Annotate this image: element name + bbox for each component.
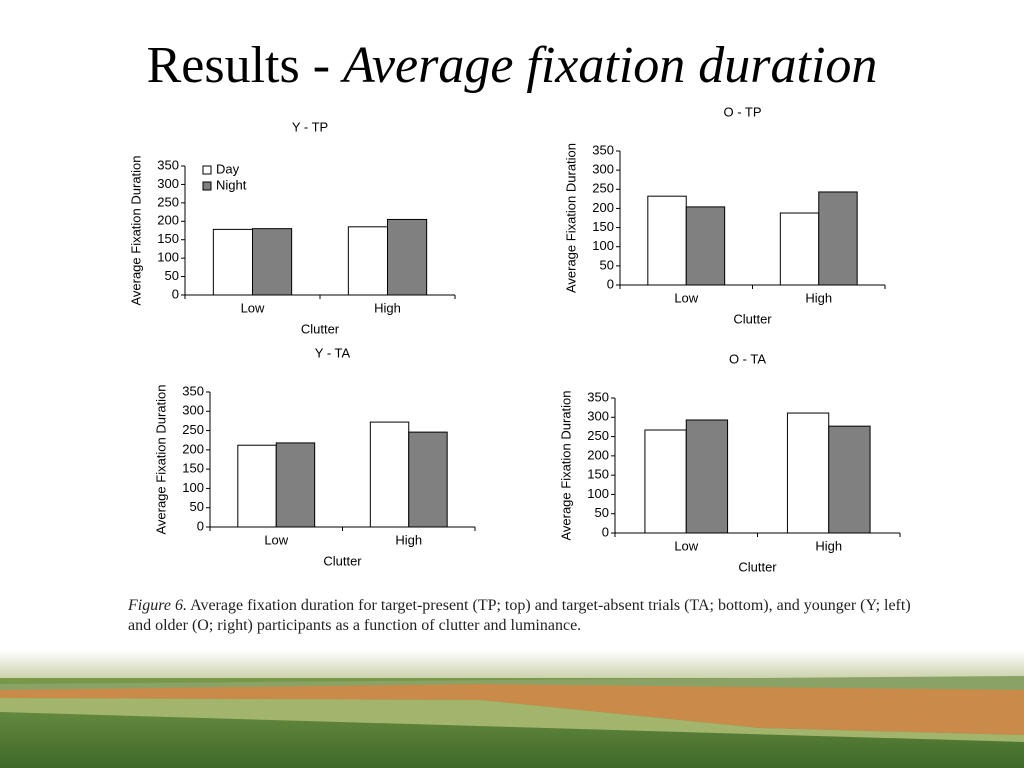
x-tick-label: Low — [674, 290, 698, 305]
x-tick-label: High — [805, 290, 832, 305]
chart-title: O - TA — [729, 351, 766, 366]
title-prefix: Results - — [146, 37, 331, 94]
x-axis-label: Clutter — [323, 553, 362, 568]
legend-label: Day — [216, 161, 240, 176]
bar — [347, 226, 389, 296]
y-axis-label: Average Fixation Duration — [128, 155, 143, 305]
y-tick-label: 150 — [587, 467, 609, 482]
y-tick-label: 200 — [592, 200, 614, 215]
y-axis-label: Average Fixation Duration — [558, 390, 573, 540]
x-tick-label: High — [395, 532, 422, 547]
bar — [275, 442, 316, 528]
y-tick-label: 150 — [157, 231, 179, 246]
y-tick-label: 150 — [182, 461, 204, 476]
y-tick-label: 350 — [182, 383, 204, 398]
y-tick-label: 50 — [165, 268, 179, 283]
y-tick-label: 250 — [587, 428, 609, 443]
y-tick-label: 300 — [587, 409, 609, 424]
y-tick-label: 50 — [595, 505, 609, 520]
y-tick-label: 200 — [587, 447, 609, 462]
x-axis-label: Clutter — [733, 311, 772, 326]
legend-label: Night — [216, 177, 247, 192]
y-tick-label: 300 — [182, 403, 204, 418]
y-axis-label: Average Fixation Duration — [153, 384, 168, 534]
caption-text: Average fixation duration for target-pre… — [128, 597, 911, 634]
y-tick-label: 250 — [157, 194, 179, 209]
x-tick-label: High — [815, 538, 842, 553]
x-axis-label: Clutter — [738, 559, 777, 574]
y-axis-label: Average Fixation Duration — [563, 143, 578, 293]
bar — [779, 212, 820, 286]
slide-title: Results - Average fixation duration — [0, 36, 1024, 95]
x-tick-label: High — [374, 300, 401, 315]
x-tick-label: Low — [264, 532, 288, 547]
y-tick-label: 0 — [602, 524, 609, 539]
bar — [387, 218, 428, 296]
y-tick-label: 150 — [592, 219, 614, 234]
bar — [408, 431, 448, 528]
x-tick-label: Low — [241, 300, 265, 315]
y-tick-label: 50 — [600, 257, 614, 272]
bar — [212, 228, 254, 296]
bar — [828, 425, 871, 534]
bar — [252, 228, 293, 296]
bar — [786, 412, 830, 534]
y-tick-label: 0 — [607, 276, 614, 291]
y-tick-label: 350 — [587, 389, 609, 404]
y-tick-label: 350 — [157, 157, 179, 172]
bar — [685, 206, 726, 286]
chart-title: Y - TP — [292, 119, 328, 134]
title-italic: Average fixation duration — [343, 37, 878, 94]
x-axis-label: Clutter — [301, 321, 340, 336]
y-tick-label: 200 — [182, 441, 204, 456]
chart-title: Y - TA — [315, 345, 351, 360]
bar — [685, 419, 729, 534]
y-tick-label: 50 — [190, 499, 204, 514]
legend-swatch — [202, 165, 212, 175]
y-tick-label: 100 — [587, 486, 609, 501]
y-tick-label: 0 — [197, 518, 204, 533]
caption-label: Figure 6. — [128, 597, 187, 614]
chart-title: O - TP — [723, 104, 761, 119]
y-tick-label: 250 — [592, 181, 614, 196]
y-tick-label: 0 — [172, 286, 179, 301]
y-tick-label: 100 — [182, 480, 204, 495]
y-tick-label: 350 — [592, 142, 614, 157]
caption: Figure 6. Average fixation duration for … — [128, 596, 928, 636]
y-tick-label: 300 — [592, 162, 614, 177]
bar — [644, 429, 687, 534]
y-tick-label: 250 — [182, 422, 204, 437]
bar — [647, 195, 687, 286]
bar — [369, 421, 410, 528]
y-tick-label: 300 — [157, 176, 179, 191]
x-tick-label: Low — [674, 538, 698, 553]
bar — [237, 444, 277, 528]
bar — [818, 191, 858, 286]
y-tick-label: 100 — [157, 250, 179, 265]
legend-swatch — [202, 181, 212, 191]
y-tick-label: 100 — [592, 238, 614, 253]
y-tick-label: 200 — [157, 213, 179, 228]
